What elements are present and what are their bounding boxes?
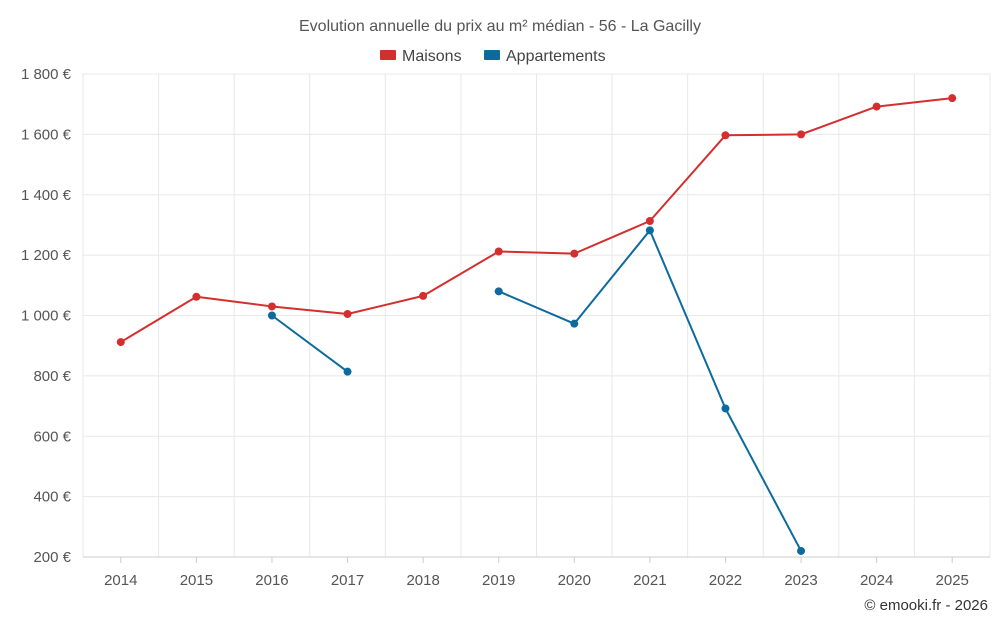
x-tick-label: 2020 [558,572,591,589]
axes: 200 € 400 € 600 € 800 € 1 000 € 1 200 € 1 400 … [21,66,990,589]
x-tick-label: 2022 [709,572,742,589]
series-line-maisons [120,97,953,343]
data-point-maisons-2018[interactable] [419,291,428,300]
credit-text: © emooki.fr - 2026 [864,597,988,614]
data-point-appartements-2016[interactable] [267,311,276,320]
legend-swatch-maisons [380,50,396,60]
legend-label-maisons: Maisons [402,48,462,65]
legend: Maisons Appartements [380,48,606,65]
series [116,94,957,555]
data-point-maisons-2021[interactable] [645,217,654,226]
y-tick-label: 1 600 € [21,126,72,143]
y-tick-label: 1 000 € [21,308,72,325]
data-point-appartements-2020[interactable] [570,319,579,328]
x-tick-label: 2016 [255,572,288,589]
data-point-maisons-2017[interactable] [343,309,352,318]
x-tick-label: 2015 [180,572,213,589]
series-line-appartements [498,229,802,552]
data-point-maisons-2024[interactable] [872,102,881,111]
data-point-maisons-2015[interactable] [192,292,201,301]
y-tick-label: 1 400 € [21,187,72,204]
legend-item-maisons[interactable]: Maisons [380,48,462,65]
legend-label-appartements: Appartements [506,48,606,65]
x-tick-label: 2017 [331,572,364,589]
y-tick-label: 400 € [33,489,71,506]
data-point-maisons-2019[interactable] [494,247,503,256]
x-tick-label: 2014 [104,572,137,589]
data-point-appartements-2019[interactable] [494,287,503,296]
x-tick-label: 2025 [936,572,969,589]
y-tick-label: 800 € [33,368,71,385]
y-tick-label: 1 800 € [21,66,72,83]
x-tick-label: 2018 [406,572,439,589]
legend-item-appartements[interactable]: Appartements [484,48,606,65]
chart-title: Evolution annuelle du prix au m² médian … [299,18,701,35]
data-point-maisons-2020[interactable] [570,249,579,258]
data-point-appartements-2017[interactable] [343,367,352,376]
y-tick-label: 200 € [33,549,71,566]
data-point-maisons-2023[interactable] [797,130,806,139]
legend-swatch-appartements [484,50,500,60]
series-line-appartements [271,314,349,373]
x-tick-label: 2019 [482,572,515,589]
series-appartements [267,226,806,555]
data-point-maisons-2025[interactable] [948,94,957,103]
data-point-maisons-2016[interactable] [267,302,276,311]
data-point-appartements-2023[interactable] [797,546,806,555]
series-maisons [116,94,957,347]
data-point-maisons-2022[interactable] [721,131,730,140]
y-tick-label: 600 € [33,428,71,445]
x-tick-label: 2021 [633,572,666,589]
x-tick-label: 2023 [784,572,817,589]
grid [82,73,991,557]
data-point-maisons-2014[interactable] [116,338,125,347]
data-point-appartements-2021[interactable] [645,226,654,235]
y-tick-label: 1 200 € [21,247,72,264]
data-point-appartements-2022[interactable] [721,404,730,413]
x-tick-label: 2024 [860,572,893,589]
